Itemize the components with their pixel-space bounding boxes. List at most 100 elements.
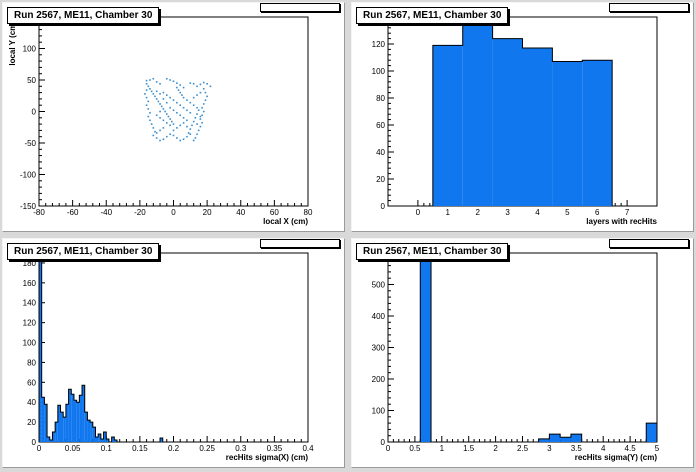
histogram-bin: [98, 434, 101, 442]
scatter-point: [165, 122, 168, 124]
scatter-point: [147, 100, 150, 103]
scatter-point: [150, 123, 153, 125]
y-tick-label: -150: [20, 202, 37, 211]
histogram-bin: [538, 438, 550, 442]
scatter-point: [149, 88, 151, 90]
scatter-point: [176, 137, 178, 139]
histogram-bin: [582, 60, 613, 207]
scatter-point: [155, 114, 158, 117]
scatter-point: [165, 101, 168, 104]
scatter-point: [162, 138, 165, 141]
x-tick-label: 60: [270, 208, 279, 217]
scatter-point: [194, 137, 197, 139]
scatter-point: [182, 106, 185, 109]
y-tick-label: 140: [23, 299, 37, 308]
x-tick-label: 3: [505, 208, 510, 217]
scatter-point: [159, 129, 161, 132]
scatter-point: [176, 86, 178, 89]
scatter-point: [199, 118, 202, 120]
plot-layers: 0 1 2 3 4 5 6 7 0 20 40 60 80 100 120 layers with recHi…: [372, 16, 658, 226]
scatter-point: [145, 82, 148, 85]
histogram-bin: [100, 439, 104, 442]
histogram-bin: [646, 423, 657, 442]
histogram-bin: [55, 422, 58, 442]
histogram-bin: [76, 402, 80, 442]
scatter-point: [152, 134, 155, 137]
x-tick-label: 7: [625, 208, 630, 217]
scatter-point: [179, 91, 182, 94]
scatter-point: [152, 77, 155, 80]
scatter-point: [155, 98, 158, 100]
x-tick-label: 5: [655, 444, 660, 453]
histogram-bin: [570, 434, 582, 442]
x-tick-label: 5: [565, 208, 570, 217]
histogram-bin: [106, 439, 109, 442]
scatter-point: [182, 96, 185, 99]
x-tick-label: 40: [236, 208, 245, 217]
histogram-bin: [90, 422, 93, 442]
scatter-point: [197, 129, 200, 132]
scatter-point: [189, 111, 192, 114]
scatter-point: [192, 96, 195, 99]
scatter-point: [196, 113, 198, 115]
pad-sigma-y: 0 0.5 1 1.5 2 2.5 3 3.5 4 4.5 5 0 100 200 300 400 500 rec…: [351, 238, 694, 468]
y-tick-label: 500: [372, 281, 386, 290]
stats-box: [609, 239, 689, 248]
scatter-point: [187, 132, 190, 134]
histogram-bin: [462, 23, 493, 206]
scatter-point: [179, 124, 182, 127]
scatter-point: [169, 79, 171, 81]
y-tick-label: 60: [376, 121, 385, 130]
scatter-point: [169, 96, 171, 99]
scatter-point: [145, 89, 148, 91]
y-axis-title: local Y (cm): [8, 21, 17, 66]
scatter-point: [145, 79, 148, 82]
x-axis-title: layers with recHits: [586, 217, 657, 226]
x-tick-label: 2: [475, 208, 480, 217]
histogram-bin: [39, 254, 42, 442]
scatter-point: [172, 99, 175, 101]
scatter-point: [149, 119, 151, 122]
y-tick-label: 100: [23, 339, 37, 348]
histogram-bin: [114, 440, 118, 442]
plot-sigma-y: 0 0.5 1 1.5 2 2.5 3 3.5 4 4.5 5 0 100 200 300 400 500 rec…: [372, 252, 660, 462]
y-tick-label: 20: [376, 175, 385, 184]
histogram-bin: [82, 385, 85, 442]
scatter-point: [159, 139, 161, 142]
scatter-point: [162, 119, 165, 122]
scatter-point: [172, 123, 175, 125]
histogram-bin: [73, 400, 77, 442]
histogram-bin: [420, 260, 432, 442]
scatter-point: [169, 133, 171, 135]
histogram-bin: [68, 389, 72, 442]
scatter-point: [144, 93, 146, 95]
x-tick-label: 3: [547, 444, 552, 453]
scatter-point: [169, 118, 171, 120]
scatter-point: [157, 100, 160, 103]
histogram-bin: [47, 437, 50, 442]
scatter-point: [189, 133, 192, 135]
y-tick-label: -100: [20, 171, 37, 180]
histogram-bin: [92, 427, 96, 442]
x-tick-label: 80: [304, 208, 313, 217]
scatter-point: [202, 81, 205, 84]
scatter-point: [176, 82, 178, 84]
scatter-point: [169, 106, 171, 109]
histogram-bin: [52, 432, 56, 442]
scatter-point: [196, 94, 198, 96]
scatter-point: [201, 122, 203, 124]
scatter-point: [182, 138, 185, 141]
histogram-outline: [388, 260, 658, 443]
x-tick-label: -80: [33, 208, 45, 217]
scatter-point: [149, 111, 151, 114]
x-axis-title: local X (cm): [263, 217, 308, 226]
histogram-bin: [552, 61, 583, 206]
x-tick-label: 0: [171, 208, 176, 217]
scatter-point: [179, 114, 182, 117]
scatter-point: [199, 115, 202, 118]
pad-layers: 0 1 2 3 4 5 6 7 0 20 40 60 80 100 120 layers with recHi…: [351, 2, 694, 232]
x-tick-label: -20: [134, 208, 146, 217]
scatter-point: [154, 95, 156, 98]
scatter-point: [145, 96, 148, 99]
scatter-point: [189, 82, 192, 84]
